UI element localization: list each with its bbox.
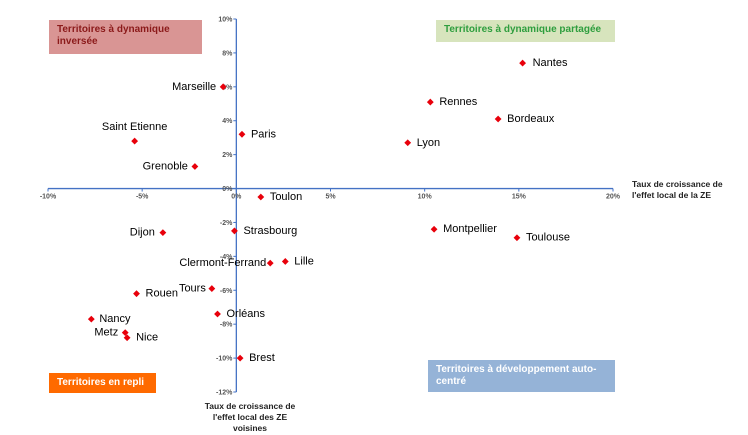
data-point-label: Clermont-Ferrand bbox=[179, 257, 266, 269]
data-point-label: Brest bbox=[249, 352, 275, 364]
data-point-marker bbox=[191, 163, 199, 170]
x-tick-label: 0% bbox=[231, 194, 242, 201]
data-point-marker bbox=[519, 59, 526, 67]
tick-labels: -10% -5% 0% 5% 10% 15% 20% 10% 8% 6% 4% 2% 0% -2% -4% -… bbox=[40, 17, 621, 397]
y-tick-label: 10% bbox=[218, 17, 233, 24]
x-tick-label: -5% bbox=[136, 194, 149, 201]
y-tick-label: -6% bbox=[220, 288, 233, 295]
y-tick-label: 0% bbox=[222, 186, 233, 193]
y-tick-label: 6% bbox=[222, 84, 233, 91]
data-point-label: Grenoble bbox=[143, 161, 188, 173]
data-point-marker bbox=[159, 229, 167, 237]
data-point-marker bbox=[121, 329, 129, 337]
data-point-marker bbox=[131, 137, 139, 145]
data-point-marker bbox=[87, 315, 95, 323]
data-point-marker bbox=[404, 139, 412, 147]
data-point-marker bbox=[257, 193, 265, 201]
x-tick-label: 10% bbox=[418, 194, 433, 201]
data-point-label: Dijon bbox=[130, 227, 155, 239]
x-tick-label: 20% bbox=[606, 194, 621, 201]
data-point-label: Orléans bbox=[227, 308, 266, 320]
data-point-marker bbox=[236, 354, 244, 362]
quadrant-label-bottom-left: Territoires en repli bbox=[49, 373, 156, 393]
y-tick-label: 4% bbox=[222, 118, 233, 125]
x-axis-title: Taux de croissance de l'effet local de l… bbox=[632, 179, 723, 200]
y-tick-label: -10% bbox=[216, 356, 233, 363]
data-point-label: Rouen bbox=[146, 288, 178, 300]
y-tick-label: -4% bbox=[220, 254, 233, 261]
data-point-label: Metz bbox=[94, 327, 118, 339]
data-point-marker bbox=[266, 259, 274, 267]
data-point-label: Strasbourg bbox=[243, 225, 297, 237]
data-point-marker bbox=[208, 285, 216, 292]
quadrant-label-top-right: Territoires à dynamique partagée bbox=[436, 20, 615, 42]
data-point-marker bbox=[133, 290, 140, 298]
data-point-marker bbox=[513, 234, 521, 242]
data-point-label: Lyon bbox=[417, 137, 440, 149]
data-point-marker bbox=[494, 115, 502, 123]
data-point-label: Lille bbox=[294, 255, 314, 267]
y-tick-label: -8% bbox=[220, 322, 233, 329]
y-tick-label: 8% bbox=[222, 50, 233, 57]
x-tick-label: 5% bbox=[325, 194, 336, 201]
data-point-label: Montpellier bbox=[443, 223, 497, 235]
quadrant-label-bottom-right: Territoires à développement auto- centré bbox=[428, 360, 615, 392]
data-point-label: Paris bbox=[251, 128, 277, 140]
axes bbox=[47, 18, 614, 393]
y-axis-title: Taux de croissance de l'effet local des … bbox=[204, 401, 296, 433]
data-point-label: Marseille bbox=[172, 81, 216, 93]
data-point-label: Nantes bbox=[533, 57, 568, 69]
data-points: Nantes Rennes Bordeaux Lyon Marseille Paris Sa… bbox=[87, 57, 570, 364]
data-point-label: Rennes bbox=[439, 96, 477, 108]
y-tick-label: -12% bbox=[216, 390, 233, 397]
data-point-marker bbox=[219, 83, 227, 91]
data-point-label: Saint Etienne bbox=[102, 121, 167, 133]
data-point-marker bbox=[281, 258, 289, 265]
quadrant-label-top-left: Territoires à dynamique inversée bbox=[49, 20, 202, 54]
data-point-marker bbox=[123, 334, 131, 342]
data-point-marker bbox=[238, 130, 246, 138]
data-point-marker bbox=[426, 98, 434, 106]
data-point-marker bbox=[231, 227, 238, 235]
x-tick-label: 15% bbox=[512, 194, 527, 201]
data-point-marker bbox=[430, 225, 438, 233]
x-tick-label: -10% bbox=[40, 194, 57, 201]
data-point-label: Tours bbox=[179, 283, 206, 295]
y-tick-label: -2% bbox=[220, 220, 233, 227]
data-point-label: Toulon bbox=[270, 191, 302, 203]
data-point-label: Nancy bbox=[99, 313, 131, 325]
data-point-label: Nice bbox=[136, 332, 158, 344]
data-point-marker bbox=[214, 310, 221, 318]
data-point-label: Bordeaux bbox=[507, 113, 555, 125]
data-point-label: Toulouse bbox=[526, 232, 570, 244]
y-tick-label: 2% bbox=[222, 152, 233, 159]
